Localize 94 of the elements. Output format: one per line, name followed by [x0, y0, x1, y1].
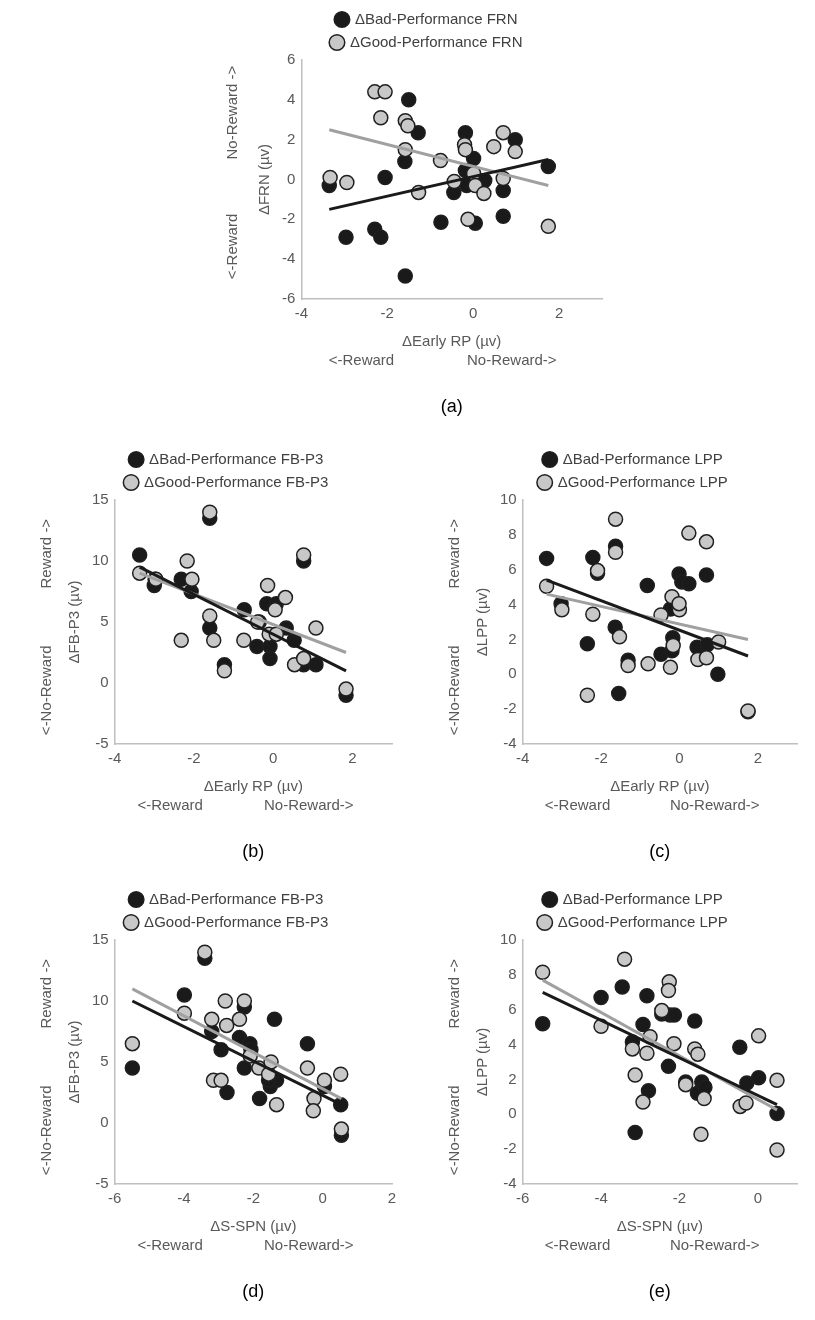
x-tick-label: -2 [672, 1189, 687, 1207]
y-tick-label: 6 [508, 559, 517, 577]
legend-label: ΔBad-Performance LPP [562, 889, 723, 907]
legend-label: ΔGood-Performance FB-P3 [144, 912, 329, 930]
text: (d) [242, 1280, 265, 1301]
text: No-Reward-> [669, 796, 760, 814]
text: Reward -> [444, 958, 462, 1029]
text: No-Reward-> [263, 796, 354, 814]
x-axis-title: ΔEarly RP (µv) [203, 777, 303, 795]
text: Reward -> [36, 958, 54, 1029]
y-tick-label: -4 [281, 249, 296, 267]
x-tick-label: 2 [387, 1189, 397, 1207]
y-tick-label: 6 [508, 999, 517, 1017]
text: Reward -> [444, 518, 462, 589]
y-tick-label: -2 [503, 699, 517, 717]
legend-label: ΔGood-Performance LPP [557, 472, 728, 490]
y-tick-label: 15 [92, 930, 109, 948]
x-tick-label: -4 [177, 1189, 191, 1207]
y-tick-label: 0 [508, 1104, 517, 1122]
text: Reward -> [36, 518, 54, 589]
legend-label: ΔBad-Performance FB-P3 [149, 449, 324, 467]
text: No-Reward-> [669, 1236, 760, 1254]
text: <-No-Reward [444, 1085, 462, 1176]
text: <-Reward [137, 796, 203, 814]
x-tick-label: -2 [187, 749, 201, 767]
legend-label: ΔBad-Performance FRN [354, 9, 518, 27]
y-tick-label: 5 [100, 612, 109, 630]
y-tick-label: 2 [508, 629, 517, 647]
y-tick-label: 4 [508, 1034, 517, 1052]
y-axis-title: ΔLPP (µv) [473, 1027, 491, 1097]
y-tick-label: -5 [95, 1174, 109, 1192]
x-tick-label: 0 [268, 749, 278, 767]
text: (a) [440, 395, 463, 416]
text: (e) [648, 1280, 671, 1301]
x-tick-label: -2 [380, 304, 394, 322]
y-tick-label: 4 [508, 594, 517, 612]
text: No-Reward-> [466, 351, 557, 369]
x-tick-label: -2 [246, 1189, 261, 1207]
legend-label: ΔGood-Performance FB-P3 [144, 472, 329, 490]
x-axis-title: ΔS-SPN (µv) [210, 1217, 297, 1235]
y-tick-label: 2 [508, 1069, 517, 1087]
text: <-Reward [328, 351, 395, 369]
y-tick-label: -6 [281, 289, 296, 307]
y-tick-label: 0 [286, 169, 296, 187]
text: (c) [649, 840, 671, 861]
y-tick-label: -2 [281, 209, 296, 227]
y-axis-title: ΔFRN (µv) [255, 143, 273, 216]
x-tick-label: 2 [348, 749, 357, 767]
y-tick-label: 10 [500, 490, 517, 508]
y-tick-label: 8 [508, 525, 517, 542]
y-tick-label: 8 [508, 965, 517, 982]
y-tick-label: 0 [100, 1113, 109, 1131]
y-tick-label: -4 [503, 1174, 517, 1192]
y-tick-label: 10 [92, 991, 109, 1009]
y-tick-label: 2 [286, 129, 296, 147]
text: No-Reward -> [223, 65, 241, 160]
x-tick-label: 2 [554, 304, 564, 322]
text: <-Reward [223, 213, 241, 280]
y-tick-label: 0 [508, 664, 517, 682]
text: No-Reward-> [263, 1236, 354, 1254]
legend-label: ΔBad-Performance FB-P3 [149, 889, 324, 907]
y-tick-label: 10 [92, 551, 109, 569]
text: <-No-Reward [36, 645, 54, 736]
x-tick-label: -4 [594, 1189, 608, 1207]
x-tick-label: 0 [753, 1189, 762, 1207]
text: (b) [242, 840, 265, 861]
y-axis-title: ΔLPP (µv) [473, 587, 491, 657]
legend-label: ΔGood-Performance LPP [557, 912, 728, 930]
text: <-Reward [544, 1236, 611, 1254]
y-tick-label: 4 [286, 89, 296, 107]
text: <-No-Reward [36, 1085, 54, 1176]
text: <-No-Reward [444, 645, 462, 736]
y-tick-label: -5 [95, 734, 109, 752]
y-tick-label: 5 [100, 1052, 109, 1070]
y-tick-label: 15 [92, 490, 109, 508]
x-axis-title: ΔS-SPN (µv) [616, 1217, 703, 1235]
x-axis-title: ΔEarly RP (µv) [610, 777, 710, 795]
x-tick-label: -2 [594, 749, 608, 767]
y-tick-label: 0 [100, 673, 109, 691]
y-tick-label: 10 [500, 930, 517, 948]
legend-label: ΔBad-Performance LPP [562, 449, 723, 467]
y-tick-label: 6 [286, 50, 296, 68]
text: <-Reward [137, 1236, 203, 1254]
y-tick-label: -2 [503, 1139, 517, 1157]
y-axis-title: ΔFB-P3 (µv) [65, 1020, 83, 1104]
y-axis-title: ΔFB-P3 (µv) [65, 580, 83, 664]
text: <-Reward [544, 796, 611, 814]
x-tick-label: 2 [753, 749, 762, 767]
x-tick-label: 0 [675, 749, 684, 767]
x-tick-label: 0 [318, 1189, 327, 1207]
y-tick-label: -4 [503, 734, 517, 752]
legend-label: ΔGood-Performance FRN [349, 32, 523, 50]
x-axis-title: ΔEarly RP (µv) [402, 332, 502, 350]
x-tick-label: 0 [468, 304, 478, 322]
